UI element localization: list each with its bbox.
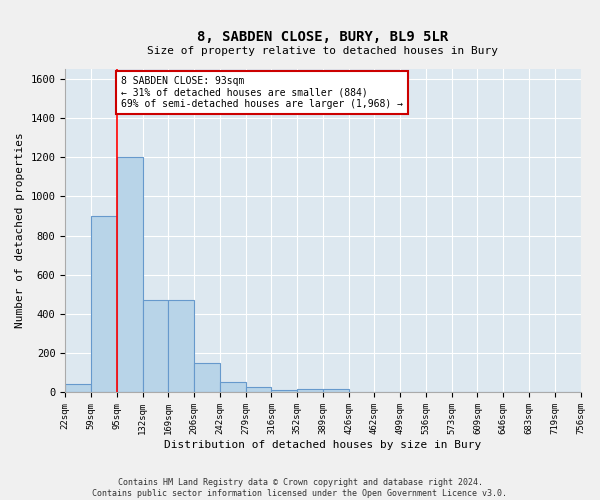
Bar xyxy=(271,390,297,392)
Text: 8 SABDEN CLOSE: 93sqm
← 31% of detached houses are smaller (884)
69% of semi-det: 8 SABDEN CLOSE: 93sqm ← 31% of detached … xyxy=(121,76,403,109)
X-axis label: Distribution of detached houses by size in Bury: Distribution of detached houses by size … xyxy=(164,440,482,450)
Text: Contains HM Land Registry data © Crown copyright and database right 2024.
Contai: Contains HM Land Registry data © Crown c… xyxy=(92,478,508,498)
Bar xyxy=(143,300,169,392)
Bar xyxy=(65,384,91,392)
Bar xyxy=(91,216,117,392)
Title: 8, SABDEN CLOSE, BURY, BL9 5LR: 8, SABDEN CLOSE, BURY, BL9 5LR xyxy=(197,30,449,44)
Bar xyxy=(220,382,245,392)
Bar xyxy=(245,386,271,392)
Bar xyxy=(194,363,220,392)
Text: Size of property relative to detached houses in Bury: Size of property relative to detached ho… xyxy=(148,46,499,56)
Bar xyxy=(117,157,143,392)
Bar xyxy=(169,300,194,392)
Bar xyxy=(297,388,323,392)
Bar xyxy=(323,388,349,392)
Y-axis label: Number of detached properties: Number of detached properties xyxy=(15,132,25,328)
